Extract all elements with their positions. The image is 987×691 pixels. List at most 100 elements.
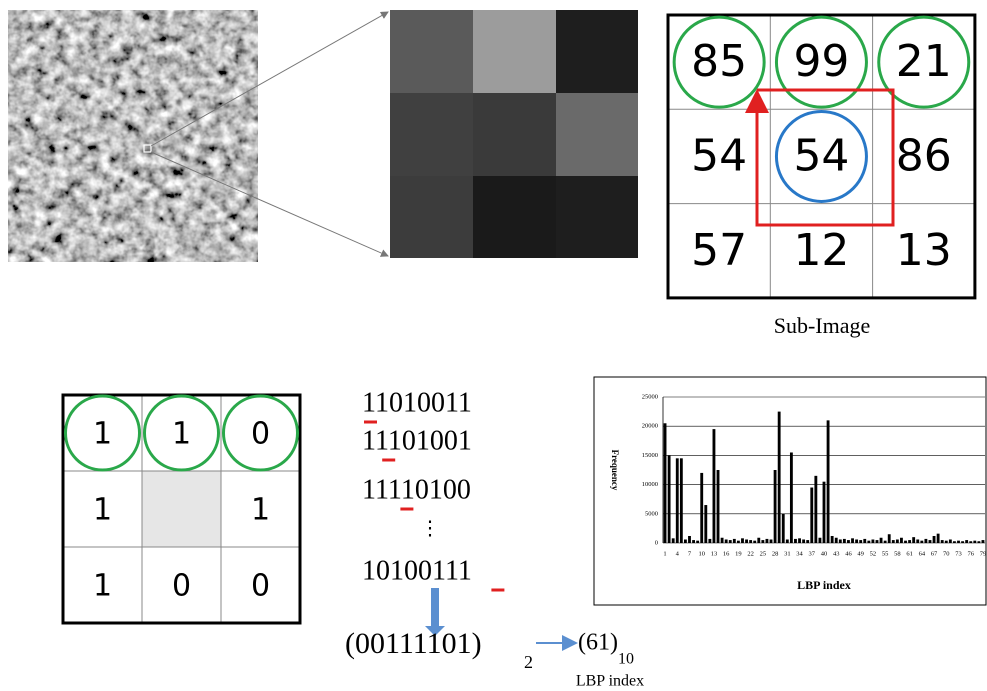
bar xyxy=(753,541,756,543)
y-tick-label: 15000 xyxy=(642,452,658,459)
bar xyxy=(823,482,826,543)
bar xyxy=(700,473,703,543)
bar xyxy=(717,470,720,543)
bar xyxy=(831,536,834,543)
binary-code: 10100111 xyxy=(362,555,472,586)
pixel-value: 54 xyxy=(691,130,747,181)
x-axis-label: LBP index xyxy=(797,578,851,592)
bar xyxy=(672,538,675,543)
bar xyxy=(814,476,817,543)
bar xyxy=(953,541,956,543)
bit-value: 0 xyxy=(251,417,270,452)
bar xyxy=(867,541,870,543)
pixel-value: 12 xyxy=(793,225,849,276)
x-tick-label: 58 xyxy=(894,550,901,557)
bar xyxy=(790,452,793,543)
diagram: 859921545486571213Sub-Image1101110011010… xyxy=(0,0,987,691)
y-tick-label: 0 xyxy=(655,539,658,546)
binary-code: 11010011 xyxy=(362,387,472,418)
binary-result: (00111101) xyxy=(345,627,482,660)
bar xyxy=(929,540,932,543)
x-tick-label: 16 xyxy=(723,550,730,557)
bar xyxy=(770,539,773,543)
bar xyxy=(806,540,809,543)
bar xyxy=(810,488,813,543)
texture-image xyxy=(8,10,258,262)
y-axis-label: Frequency xyxy=(610,450,620,491)
bar xyxy=(916,539,919,543)
bar xyxy=(933,536,936,543)
bar xyxy=(900,538,903,543)
y-tick-label: 5000 xyxy=(645,510,658,517)
bit-value: 1 xyxy=(172,417,191,452)
bar xyxy=(949,539,952,543)
decimal-base: 10 xyxy=(618,651,634,668)
bar xyxy=(892,540,895,543)
ellipsis: ⋮ xyxy=(420,518,440,540)
bar xyxy=(896,539,899,543)
bar xyxy=(973,541,976,543)
bar xyxy=(937,534,940,543)
bar xyxy=(802,539,805,543)
x-tick-label: 55 xyxy=(882,550,889,557)
decimal-result: (61) xyxy=(578,630,618,656)
bar xyxy=(863,539,866,543)
bar xyxy=(912,537,915,543)
binary-base: 2 xyxy=(524,652,533,672)
bar xyxy=(684,539,687,543)
x-tick-label: 22 xyxy=(747,550,754,557)
bar xyxy=(664,423,667,543)
pixel-value: 99 xyxy=(793,36,849,87)
bar xyxy=(688,536,691,543)
bar xyxy=(924,539,927,543)
x-tick-label: 64 xyxy=(919,550,926,557)
bar xyxy=(941,540,944,543)
x-tick-label: 40 xyxy=(821,550,828,557)
bar xyxy=(696,541,699,543)
bar xyxy=(778,412,781,543)
bar xyxy=(884,541,887,543)
bit-value: 0 xyxy=(172,569,191,604)
bar xyxy=(729,540,732,543)
bar xyxy=(904,541,907,543)
bar xyxy=(680,458,683,543)
bar xyxy=(782,514,785,543)
bar xyxy=(704,505,707,543)
bar xyxy=(737,541,740,543)
bar xyxy=(733,539,736,543)
x-tick-label: 1 xyxy=(663,550,666,557)
bar xyxy=(839,539,842,543)
bar xyxy=(818,538,821,543)
bar xyxy=(745,539,748,543)
bar xyxy=(851,538,854,543)
bar xyxy=(945,541,948,543)
x-tick-label: 31 xyxy=(784,550,791,557)
bar xyxy=(859,540,862,543)
bar xyxy=(871,539,874,543)
x-tick-label: 76 xyxy=(967,550,974,557)
pixel-value: 85 xyxy=(691,36,747,87)
bar xyxy=(676,458,679,543)
x-tick-label: 70 xyxy=(943,550,950,557)
bar xyxy=(855,539,858,543)
bit-value: 0 xyxy=(251,569,270,604)
bar xyxy=(668,455,671,543)
x-tick-label: 25 xyxy=(760,550,767,557)
bar xyxy=(977,541,980,543)
x-tick-label: 46 xyxy=(845,550,852,557)
bar xyxy=(965,540,968,543)
bar xyxy=(876,540,879,543)
pixel-value: 13 xyxy=(896,225,952,276)
center-cell xyxy=(142,471,221,547)
result-label: LBP index xyxy=(576,673,644,690)
bar xyxy=(741,538,744,543)
y-tick-label: 10000 xyxy=(642,481,658,488)
x-tick-label: 49 xyxy=(857,550,864,557)
y-tick-label: 25000 xyxy=(642,393,658,400)
bar xyxy=(692,540,695,543)
x-tick-label: 28 xyxy=(772,550,779,557)
bar xyxy=(761,540,764,543)
x-tick-label: 34 xyxy=(796,550,803,557)
bar xyxy=(774,470,777,543)
bar xyxy=(786,539,789,543)
